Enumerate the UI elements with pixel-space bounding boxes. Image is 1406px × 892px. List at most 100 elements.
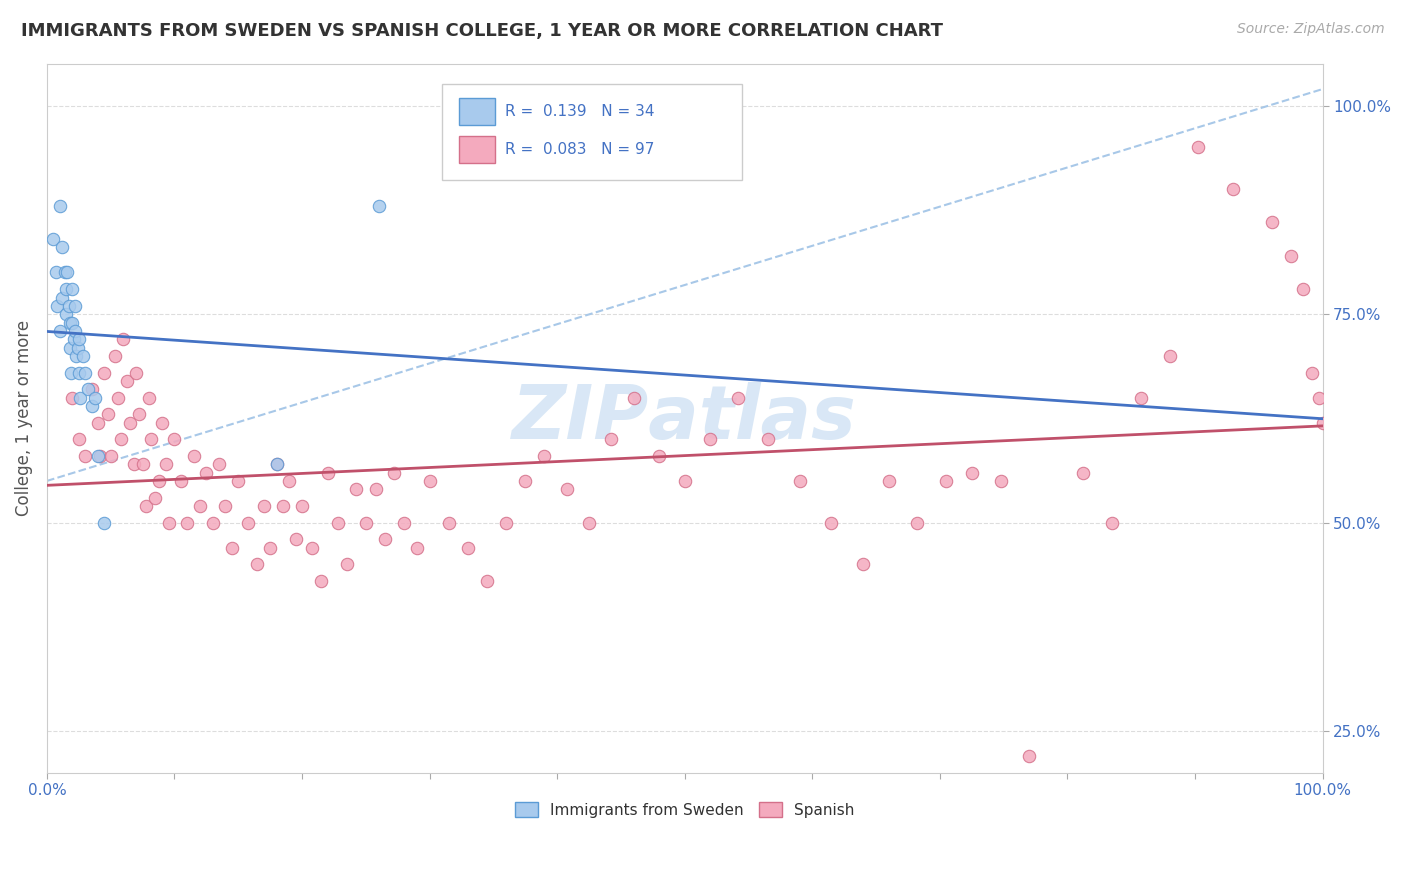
Point [110,432,132,446]
Point [392,516,415,530]
Point [117,374,139,388]
Point [1279,249,1302,263]
Point [336,558,359,572]
Point [820,516,842,530]
Point [51,240,73,254]
Point [135,499,157,513]
Point [1101,516,1123,530]
Point [1018,749,1040,764]
Point [66,341,89,355]
Point [67,332,90,346]
Point [93,516,115,530]
Point [150,416,173,430]
Point [354,516,377,530]
Point [59,341,82,355]
Point [100,449,122,463]
Point [87,449,110,463]
Point [271,499,294,513]
Point [1187,140,1209,154]
Point [141,432,163,446]
Point [80,382,103,396]
Point [55,282,77,296]
Point [1292,282,1315,296]
Point [495,516,517,530]
Bar [458,98,495,125]
Point [93,366,115,380]
Point [89,449,111,463]
Point [107,391,129,405]
Point [60,366,83,380]
Point [48,199,70,213]
Point [87,416,110,430]
Point [188,499,211,513]
Text: R =  0.139   N = 34: R = 0.139 N = 34 [505,104,654,119]
Point [75,449,97,463]
Point [278,474,301,488]
Point [56,265,79,279]
Point [75,366,97,380]
Point [201,516,224,530]
Point [69,391,91,405]
Text: ZIP​atlas: ZIP​atlas [512,382,858,455]
Point [42,232,65,246]
Point [170,474,193,488]
Point [1159,349,1181,363]
Point [60,316,83,330]
Point [157,516,180,530]
Point [316,466,339,480]
Point [246,558,269,572]
Point [103,349,125,363]
Point [266,457,288,471]
Point [789,474,811,488]
Point [51,291,73,305]
Point [648,449,671,463]
Point [727,391,749,405]
Point [437,516,460,530]
Point [84,391,107,405]
Point [118,416,141,430]
Point [155,457,177,471]
Point [756,432,779,446]
FancyBboxPatch shape [443,84,742,179]
Point [1312,416,1334,430]
Point [208,457,231,471]
Point [138,391,160,405]
Point [960,466,983,480]
Point [183,449,205,463]
Point [1130,391,1153,405]
Text: IMMIGRANTS FROM SWEDEN VS SPANISH COLLEGE, 1 YEAR OR MORE CORRELATION CHART: IMMIGRANTS FROM SWEDEN VS SPANISH COLLEG… [21,22,943,40]
Point [309,574,332,588]
Point [578,516,600,530]
Point [163,432,186,446]
Point [344,483,367,497]
Point [475,574,498,588]
Point [60,391,83,405]
Point [374,533,396,547]
Point [457,541,479,555]
Point [143,491,166,505]
Point [72,349,94,363]
Point [405,541,427,555]
Point [699,432,721,446]
Point [48,324,70,338]
Point [326,516,349,530]
Point [122,457,145,471]
Point [58,299,80,313]
Point [148,474,170,488]
Point [253,499,276,513]
Point [67,366,90,380]
Point [63,324,86,338]
Point [1260,215,1282,229]
Point [214,499,236,513]
Point [60,282,83,296]
Text: R =  0.083   N = 97: R = 0.083 N = 97 [505,143,654,157]
Point [65,349,87,363]
Legend: Immigrants from Sweden, Spanish: Immigrants from Sweden, Spanish [508,794,862,825]
Point [990,474,1012,488]
Bar [458,136,495,163]
Point [63,299,86,313]
Point [112,332,135,346]
Point [266,457,288,471]
Point [259,541,281,555]
Point [1308,391,1330,405]
